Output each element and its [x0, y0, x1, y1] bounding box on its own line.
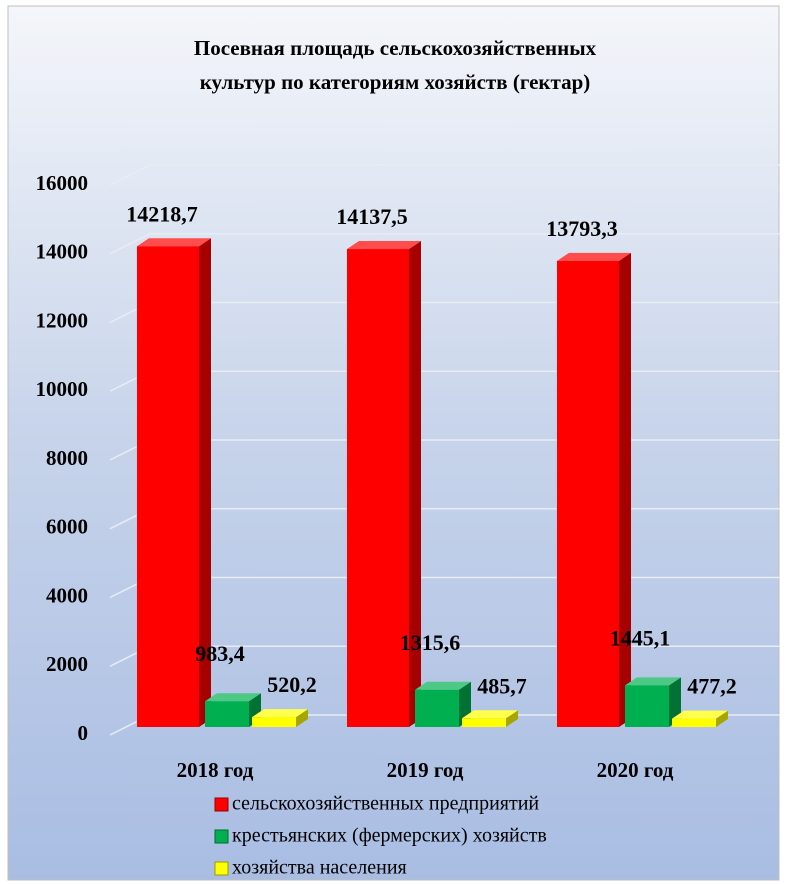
y-tick-label: 14000 [36, 240, 89, 264]
bar [625, 685, 669, 727]
chart-title: Посевная площадь сельскохозяйственных [194, 36, 597, 60]
data-label: 485,7 [477, 673, 527, 698]
x-tick-label: 2018 год [177, 758, 254, 782]
bar-top [252, 709, 308, 718]
y-tick-label: 10000 [36, 377, 89, 401]
bar [672, 718, 716, 727]
bar-top [462, 710, 518, 719]
data-label: 1315,6 [400, 630, 461, 655]
bar [252, 717, 296, 727]
bar [137, 246, 199, 728]
bar-side [296, 709, 308, 727]
bar-side [409, 241, 421, 727]
legend-label: сельскохозяйственных предприятий [232, 793, 539, 815]
legend-label: хозяйства населения [232, 857, 407, 879]
bar-top [625, 677, 681, 686]
x-tick-label: 2019 год [387, 758, 464, 782]
data-label: 520,2 [267, 672, 317, 697]
y-tick-label: 16000 [36, 171, 89, 195]
data-label: 14137,5 [336, 204, 408, 229]
y-tick-label: 4000 [46, 583, 88, 607]
data-label: 983,4 [195, 641, 245, 666]
y-tick-label: 0 [78, 721, 89, 745]
legend-swatch [214, 797, 229, 812]
legend-swatch [214, 861, 229, 876]
bar [462, 718, 506, 727]
legend-swatch [214, 829, 229, 844]
bar-top [557, 252, 631, 261]
x-tick-label: 2020 год [597, 758, 674, 782]
data-label: 477,2 [687, 674, 737, 699]
bar-side [506, 710, 518, 727]
data-label: 13793,3 [546, 216, 618, 241]
grid-line [109, 233, 780, 255]
bar-side [669, 677, 681, 727]
bar-top [205, 693, 261, 702]
grid-line [109, 164, 780, 186]
y-tick-label: 8000 [46, 446, 88, 470]
bar-top [672, 710, 728, 719]
bar [347, 249, 409, 727]
data-label: 14218,7 [126, 201, 198, 226]
legend-label: крестьянских (фермерских) хозяйств [232, 825, 547, 847]
bar [415, 689, 459, 727]
bar [557, 260, 619, 727]
bar-top [347, 241, 421, 250]
y-tick-label: 6000 [46, 515, 88, 539]
data-label: 1445,1 [610, 625, 671, 650]
chart-title: культур по категориям хозяйств (гектар) [200, 70, 591, 94]
y-tick-label: 2000 [46, 652, 88, 676]
bar-top [137, 238, 211, 247]
bar-side [716, 710, 728, 727]
bar [205, 701, 249, 727]
bar-side [199, 238, 211, 728]
bar-top [415, 681, 471, 690]
bar-side [619, 252, 631, 727]
y-tick-label: 12000 [36, 308, 89, 332]
